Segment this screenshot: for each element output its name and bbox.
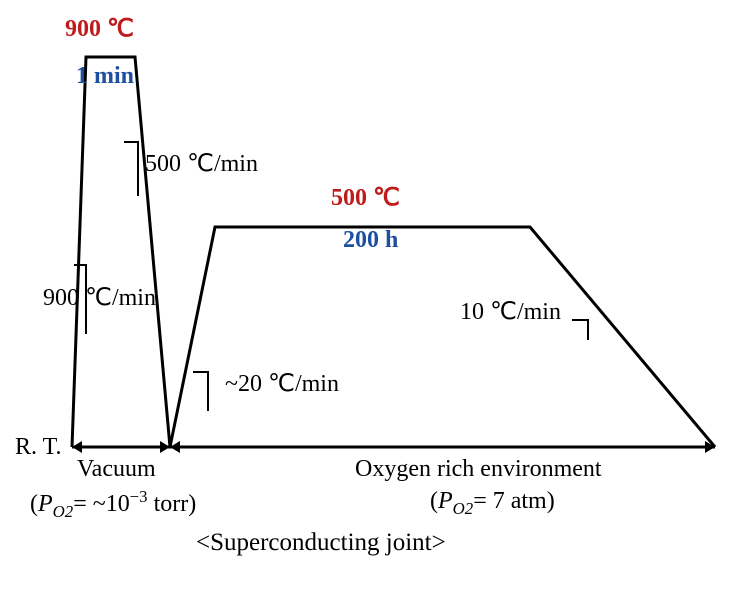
- peak-temp-label: 900 ℃: [65, 15, 134, 44]
- env1-cond-label: (PO2= ~10−3 torr): [30, 487, 196, 522]
- env2-cond-label: (PO2= 7 atm): [430, 487, 555, 519]
- ramp3-label: ~20 ℃/min: [225, 370, 339, 399]
- ramp2-label: 500 ℃/min: [145, 150, 258, 179]
- peak-hold-label: 1 min: [76, 62, 134, 91]
- ramp4-label: 10 ℃/min: [460, 298, 561, 327]
- plateau-temp-label: 500 ℃: [331, 184, 400, 213]
- env1-label: Vacuum: [77, 455, 156, 484]
- rt-label: R. T.: [15, 433, 61, 462]
- env2-label: Oxygen rich environment: [355, 455, 602, 484]
- ramp1-label: 900 ℃/min: [43, 284, 156, 313]
- plateau-hold-label: 200 h: [343, 226, 398, 255]
- caption-label: <Superconducting joint>: [196, 528, 446, 558]
